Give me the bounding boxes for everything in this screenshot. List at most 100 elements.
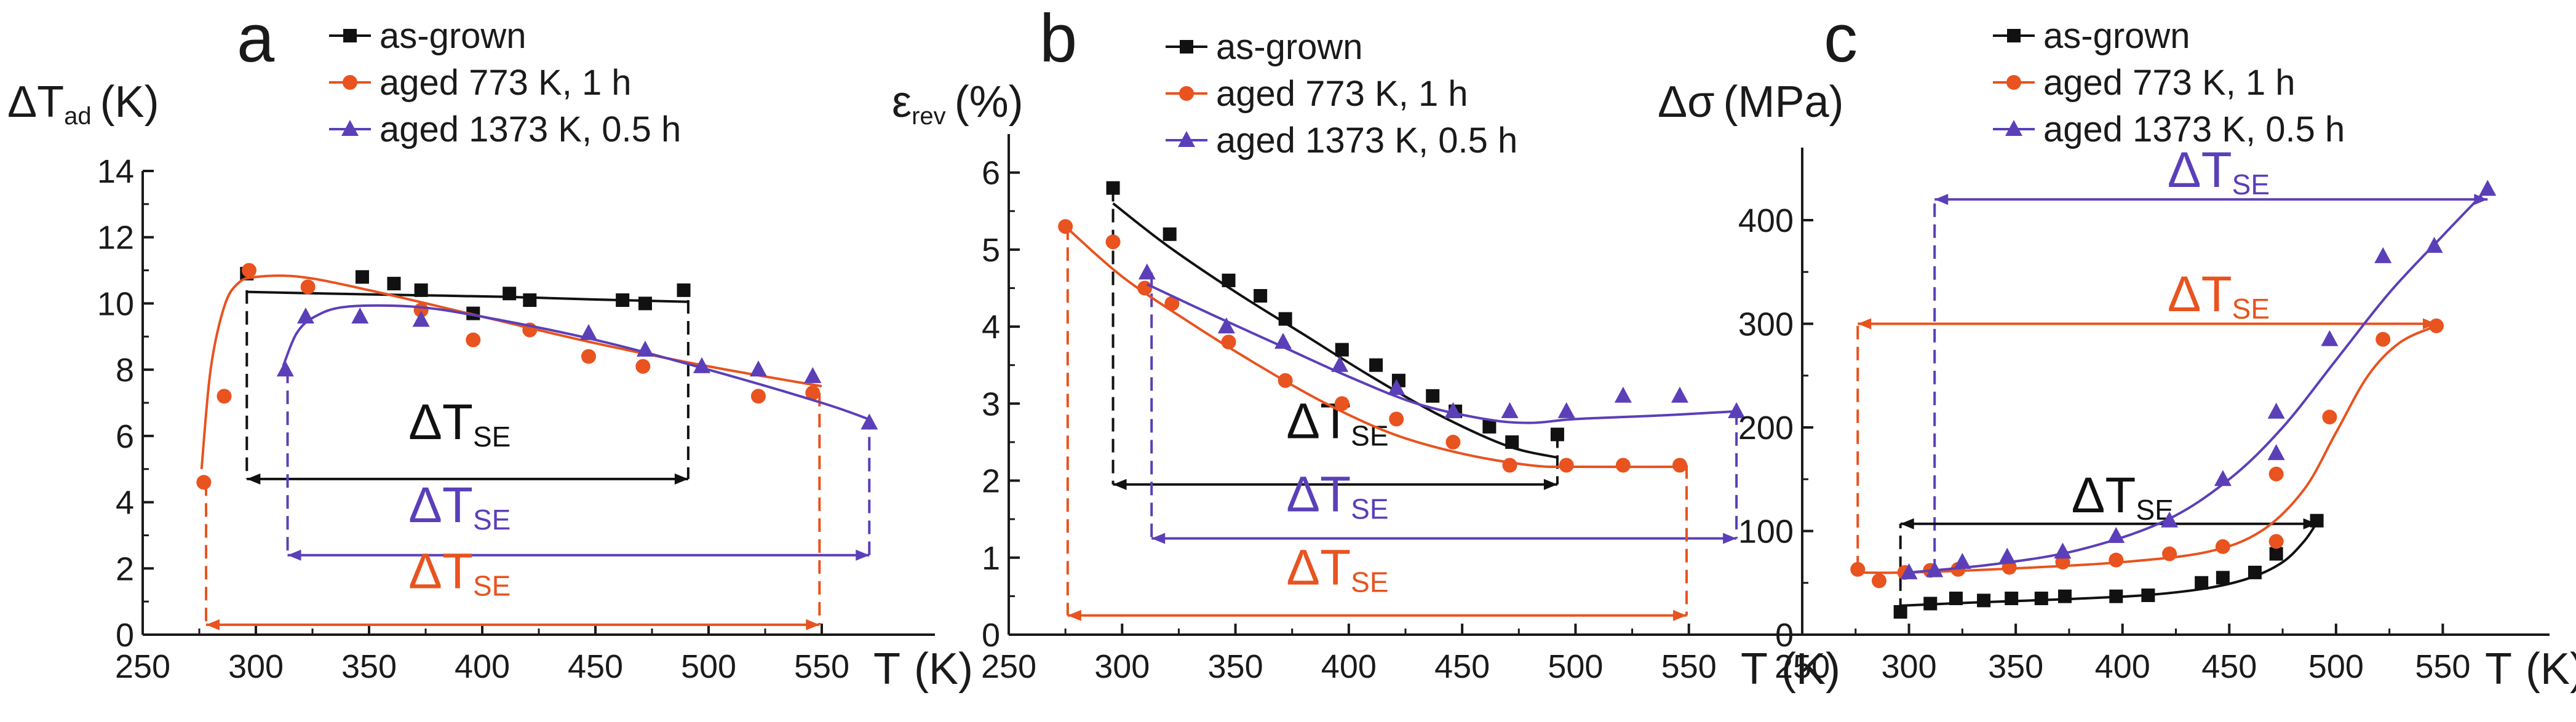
y-tick-label: 300 xyxy=(1738,306,1794,343)
data-point xyxy=(1217,317,1235,334)
y-axis-label-unit: (MPa) xyxy=(1723,77,1844,127)
legend-label: as-grown xyxy=(380,16,527,56)
data-point xyxy=(2479,180,2497,196)
series-fit-curve xyxy=(1858,325,2437,574)
x-tick-label: 550 xyxy=(1661,648,1717,685)
data-point xyxy=(296,307,314,323)
data-point xyxy=(2195,576,2209,590)
y-tick-label: 2 xyxy=(116,550,134,587)
data-point xyxy=(693,357,710,373)
annotation-label-subscript: SE xyxy=(473,570,511,602)
data-point xyxy=(1559,458,1574,473)
y-axis-label: Δσ (MPa) xyxy=(1658,77,1844,127)
annotation-label: ΔTSE xyxy=(2168,266,2270,325)
y-tick-label: 400 xyxy=(1738,202,1794,239)
panel-c: 250 300 350 400 450 500 550 0 100 200 300 400 Δσ (MPa… xyxy=(1658,1,2576,694)
y-tick-label: 0 xyxy=(116,617,134,654)
series-fit-curve xyxy=(1064,225,1687,469)
series-1 xyxy=(1058,219,1687,473)
delta-t-se-annotation: ΔTSE xyxy=(1933,142,2488,573)
annotation-arrowhead-left xyxy=(1067,609,1081,621)
legend-entry: aged 1373 K, 0.5 h xyxy=(1166,121,1517,161)
annotation-arrowhead-right xyxy=(1723,533,1737,544)
annotation-label: ΔTSE xyxy=(1286,467,1388,525)
data-point xyxy=(1850,561,1866,577)
series-2 xyxy=(276,304,878,430)
x-tick-label: 500 xyxy=(1548,648,1603,685)
data-point xyxy=(2269,547,2283,561)
legend-marker xyxy=(343,29,357,42)
legend-entry: as-grown xyxy=(1993,16,2190,56)
legend-entry: aged 773 K, 1 h xyxy=(329,63,632,103)
data-point xyxy=(412,311,430,327)
annotation-label-subscript: SE xyxy=(2232,293,2270,325)
data-point xyxy=(1949,592,1963,606)
data-point xyxy=(2161,511,2179,528)
data-point xyxy=(1557,402,1575,418)
data-point xyxy=(749,360,767,377)
annotation-label-subscript: SE xyxy=(473,421,511,453)
legend-label: aged 1373 K, 0.5 h xyxy=(1216,121,1517,161)
data-point xyxy=(1501,402,1519,418)
data-point xyxy=(2374,247,2392,263)
data-point xyxy=(1926,561,1944,577)
data-point xyxy=(414,283,428,297)
annotation-arrowhead-left xyxy=(247,473,261,485)
legend-label: as-grown xyxy=(1216,27,1363,67)
y-tick-label: 8 xyxy=(116,352,134,389)
data-point xyxy=(1106,181,1120,195)
x-axis-label-unit: (K) xyxy=(1781,645,1840,694)
data-point xyxy=(2321,330,2339,346)
data-point xyxy=(1138,263,1156,280)
data-point xyxy=(2054,542,2072,559)
annotation-arrowhead-right xyxy=(856,549,870,561)
x-tick-label: 350 xyxy=(341,648,397,685)
x-axis-label: T(K) xyxy=(1741,645,1840,694)
series-0 xyxy=(240,266,691,320)
legend-entry: aged 773 K, 1 h xyxy=(1166,74,1468,114)
y-tick-label: 100 xyxy=(1738,513,1794,550)
annotation-label: ΔTSE xyxy=(1286,540,1388,598)
x-tick-label: 450 xyxy=(2201,648,2257,685)
data-point xyxy=(1871,573,1886,589)
annotation-arrowhead-left xyxy=(1113,478,1127,490)
x-tick-label: 300 xyxy=(1882,648,1937,685)
y-tick-label: 4 xyxy=(116,485,134,522)
y-tick-label: 12 xyxy=(97,220,134,256)
data-point xyxy=(1222,273,1236,287)
data-point xyxy=(2215,539,2230,554)
data-point xyxy=(638,296,652,311)
x-tick-label: 300 xyxy=(1094,648,1150,685)
data-point xyxy=(1278,373,1293,388)
data-point xyxy=(217,389,232,404)
legend-label: aged 773 K, 1 h xyxy=(2043,63,2296,103)
legend-label: aged 1373 K, 0.5 h xyxy=(2043,109,2345,149)
annotation-label-subscript: SE xyxy=(2232,169,2270,200)
annotation-arrowhead-right xyxy=(806,619,820,630)
series-fit-curve xyxy=(1112,202,1558,459)
legend-marker xyxy=(2007,29,2021,42)
x-tick-label: 300 xyxy=(228,648,284,685)
x-tick-label: 250 xyxy=(981,648,1036,685)
x-tick-label: 550 xyxy=(794,648,849,685)
data-point xyxy=(1445,434,1461,450)
series-0 xyxy=(1893,514,2324,619)
data-point xyxy=(1278,312,1292,326)
data-point xyxy=(1954,553,1971,569)
data-point xyxy=(1331,355,1349,372)
data-point xyxy=(1163,227,1177,241)
annotation-label: ΔTSE xyxy=(408,477,511,536)
panel-letter: a xyxy=(237,1,275,76)
data-point xyxy=(196,475,212,490)
data-point xyxy=(1105,234,1121,250)
data-point xyxy=(2267,402,2285,419)
delta-t-se-annotation: ΔTSE xyxy=(1899,467,2317,612)
data-point xyxy=(1334,396,1350,411)
delta-t-se-annotation: ΔTSE xyxy=(1111,188,1559,490)
y-tick-label: 0 xyxy=(1775,617,1794,654)
x-tick-label: 350 xyxy=(1208,648,1263,685)
series-2 xyxy=(1138,263,1746,424)
annotation-label: ΔTSE xyxy=(2072,467,2174,526)
y-axis-label-subscript: rev xyxy=(912,103,946,130)
data-point xyxy=(1058,219,1073,234)
